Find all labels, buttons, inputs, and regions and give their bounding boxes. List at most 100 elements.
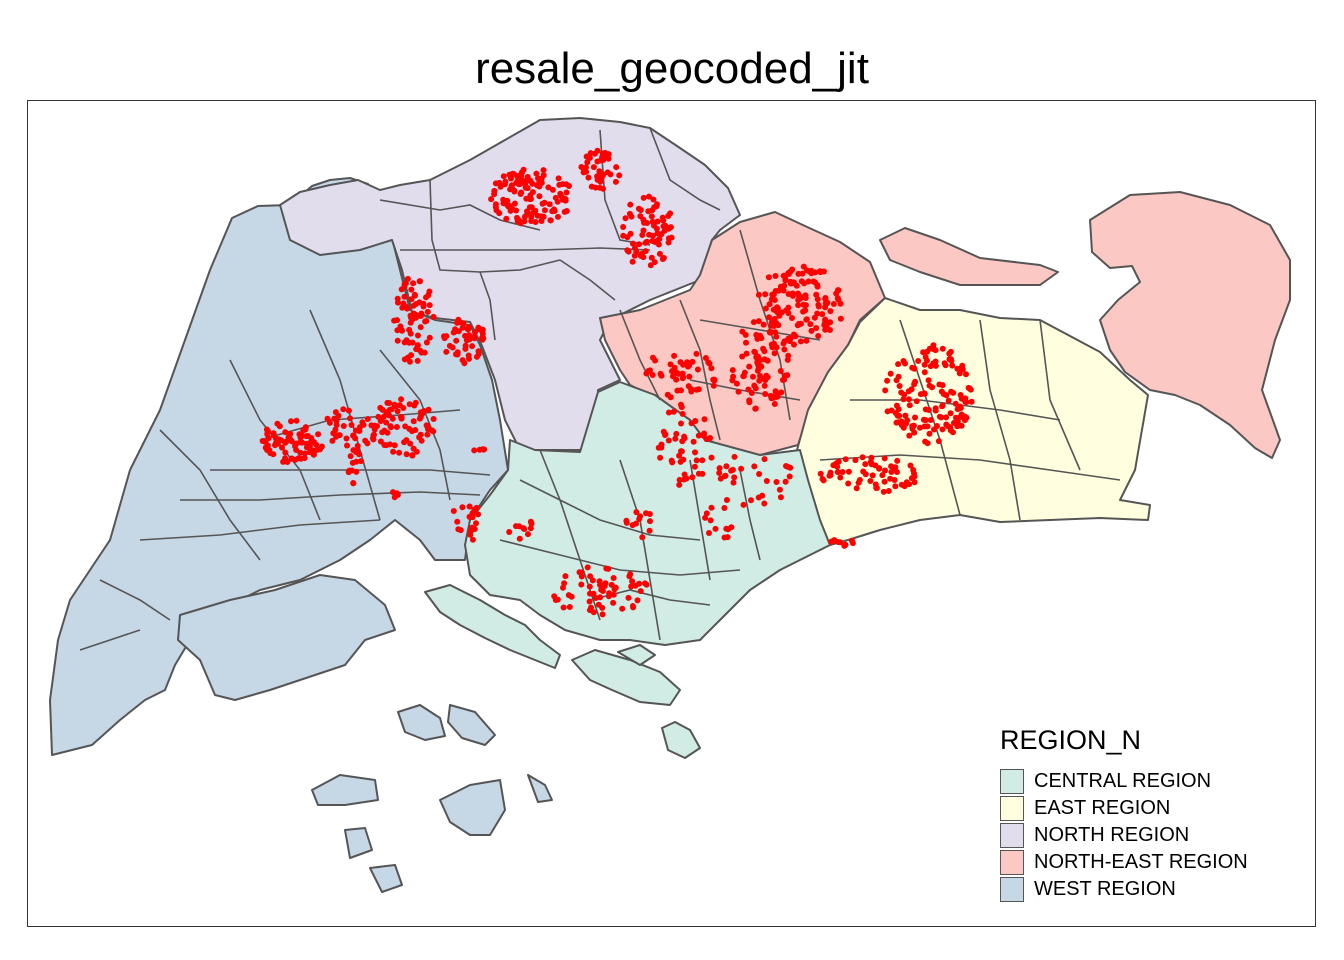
resale-point	[884, 377, 891, 384]
resale-point	[473, 520, 479, 527]
resale-point	[901, 391, 908, 398]
resale-point	[467, 528, 474, 534]
region-central-island-2[interactable]	[617, 644, 656, 666]
resale-point	[728, 467, 735, 474]
resale-point	[340, 423, 347, 429]
resale-point	[845, 468, 852, 475]
resale-point	[667, 361, 674, 368]
resale-point	[513, 207, 520, 214]
region-central-island-3[interactable]	[661, 721, 701, 759]
resale-point	[306, 442, 313, 449]
resale-point	[449, 344, 456, 351]
resale-point	[660, 217, 667, 224]
resale-point	[443, 348, 450, 355]
resale-point	[259, 438, 266, 444]
region-northeast-ubin[interactable]	[879, 227, 1059, 286]
region-west-island-6[interactable]	[369, 864, 403, 893]
region-west-island-1[interactable]	[397, 704, 446, 741]
resale-point	[789, 315, 795, 321]
resale-point	[601, 583, 608, 590]
resale-point	[333, 422, 340, 428]
region-west-jurong-island[interactable]	[177, 574, 396, 701]
legend-swatch-northeast	[1000, 850, 1024, 875]
resale-point	[475, 351, 482, 357]
resale-point	[408, 286, 415, 293]
region-northeast-tekong[interactable]	[1089, 191, 1291, 459]
resale-point	[761, 500, 768, 507]
region-central-sentosa[interactable]	[571, 649, 681, 706]
resale-point	[839, 469, 846, 475]
resale-point	[708, 504, 715, 511]
resale-point	[935, 438, 942, 445]
resale-point	[708, 454, 715, 461]
region-west-island-7[interactable]	[527, 774, 553, 803]
resale-point	[944, 423, 951, 430]
resale-point	[629, 603, 636, 609]
legend-swatch-central	[1000, 769, 1024, 794]
resale-point	[781, 346, 788, 353]
resale-point	[380, 413, 387, 420]
resale-point	[837, 315, 844, 322]
resale-point	[619, 605, 626, 612]
resale-point	[524, 208, 530, 215]
resale-point	[586, 154, 593, 161]
resale-point	[352, 427, 359, 434]
legend-swatch-north	[1000, 823, 1024, 848]
resale-point	[288, 418, 294, 425]
resale-point	[590, 164, 597, 171]
resale-point	[292, 456, 299, 463]
resale-point	[921, 369, 928, 376]
resale-point	[646, 231, 653, 238]
resale-point	[540, 213, 547, 220]
resale-point	[417, 324, 424, 331]
resale-point	[938, 388, 945, 395]
resale-point	[827, 308, 834, 315]
region-west-island-2[interactable]	[447, 704, 496, 746]
resale-point	[414, 342, 421, 349]
resale-point	[678, 448, 685, 455]
resale-point	[688, 388, 695, 395]
resale-point	[929, 384, 936, 391]
resale-point	[890, 466, 897, 473]
resale-point	[755, 361, 761, 368]
resale-point	[683, 475, 690, 482]
resale-point	[810, 278, 817, 285]
resale-point	[957, 405, 964, 411]
resale-point	[472, 329, 478, 336]
resale-point	[397, 323, 404, 330]
resale-point	[649, 238, 656, 244]
resale-point	[668, 234, 675, 241]
resale-point	[772, 394, 779, 401]
resale-point	[549, 186, 556, 193]
resale-point	[716, 470, 723, 476]
resale-point	[630, 240, 636, 247]
resale-point	[902, 412, 909, 419]
resale-point	[648, 213, 655, 220]
resale-point	[957, 392, 964, 398]
resale-point	[524, 173, 531, 180]
resale-point	[640, 254, 647, 261]
region-west-island-3[interactable]	[311, 774, 379, 806]
resale-point	[649, 372, 656, 378]
region-central-pier[interactable]	[424, 584, 561, 669]
resale-point	[739, 353, 746, 360]
resale-point	[926, 430, 933, 437]
resale-point	[776, 486, 783, 493]
resale-point	[282, 449, 289, 456]
resale-point	[643, 370, 650, 377]
resale-point	[390, 489, 396, 496]
legend: REGION_N CENTRAL REGION EAST REGION NORT…	[1000, 725, 1248, 903]
resale-point	[693, 386, 700, 393]
resale-point	[622, 215, 629, 222]
resale-point	[416, 415, 423, 422]
resale-point	[391, 442, 398, 449]
region-west-island-5[interactable]	[344, 827, 373, 859]
resale-point	[560, 604, 567, 611]
region-west-island-4[interactable]	[439, 779, 506, 836]
resale-point	[418, 437, 425, 444]
resale-point	[773, 479, 780, 485]
region-north[interactable]	[279, 117, 741, 451]
resale-point	[616, 172, 623, 179]
resale-point	[612, 178, 619, 185]
